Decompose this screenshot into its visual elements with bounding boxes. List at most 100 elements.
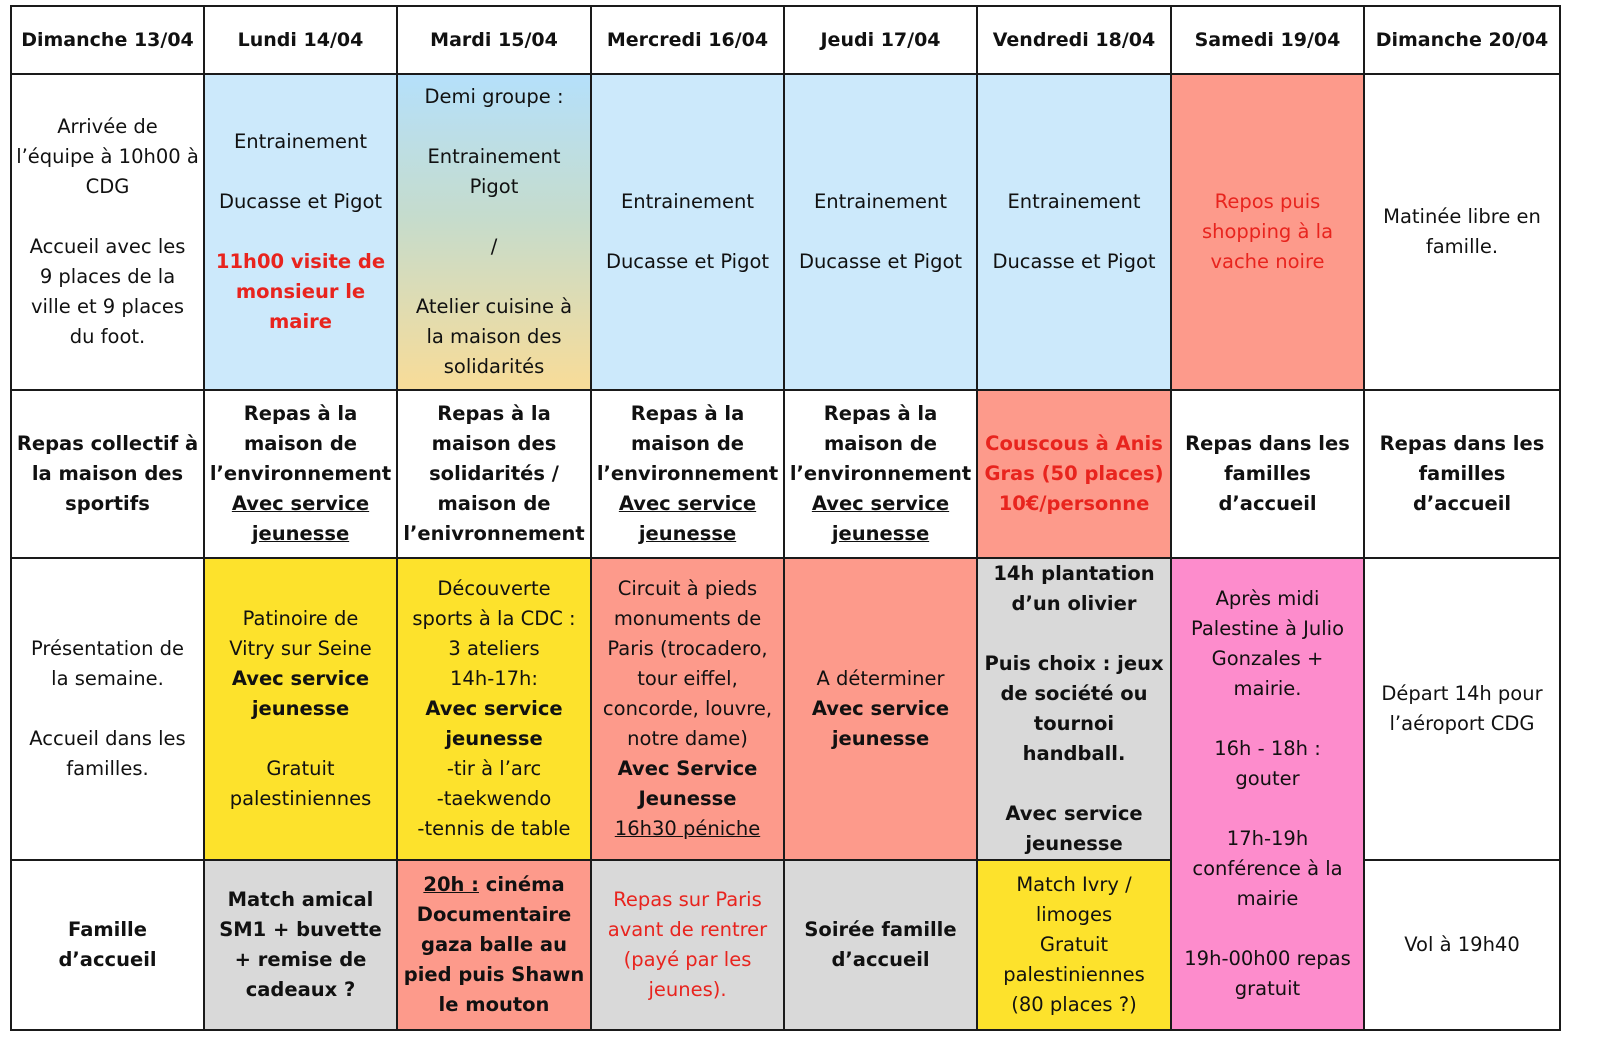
day-header: Lundi 14/04 — [203, 5, 398, 75]
cell-text-line: Couscous à Anis — [985, 432, 1163, 455]
cell-text-line: 3 ateliers — [448, 637, 540, 660]
cell-text-line: mairie — [1236, 887, 1299, 910]
cell-text-line: sportifs — [65, 492, 150, 515]
schedule-cell: Matinée libre en famille. — [1363, 73, 1561, 391]
cell-text-line: Puis choix : jeux — [984, 652, 1164, 675]
cell-text-line: Gras (50 places) — [984, 462, 1164, 485]
cell-text-line: la maison des — [31, 462, 184, 485]
cell-text-line: Après midi — [1215, 587, 1320, 610]
cell-text-line: CDG — [85, 175, 130, 198]
cell-text-line: familles d’accueil — [1218, 462, 1317, 515]
cell-text-line: Accueil avec les — [29, 235, 186, 258]
day-header: Mardi 15/04 — [396, 5, 592, 75]
schedule-cell: Arrivée de l’équipe à 10h00 à CDG Accueil a… — [10, 73, 205, 391]
schedule-cell: Entrainement Ducasse et Pigot — [783, 73, 978, 391]
cell-text-line: maison de — [630, 432, 745, 455]
schedule-cell: Après midi Palestine à Julio Gonzales + mai… — [1170, 557, 1365, 1031]
schedule-cell: Repas sur Paris avant de rentrer (payé par… — [590, 859, 785, 1031]
cell-text-line: Entrainement — [1007, 190, 1141, 213]
cell-text-line — [596, 217, 779, 247]
cell-text-line: -tennis de table — [417, 817, 571, 840]
cell-text-line: la semaine. — [51, 667, 164, 690]
day-header: Samedi 19/04 — [1170, 5, 1365, 75]
cell-text-line: Gonzales + — [1211, 647, 1324, 670]
cell-text-line: Ducasse et Pigot — [798, 250, 963, 273]
cell-text-line: l’environnement — [789, 462, 972, 485]
schedule-cell: Couscous à Anis Gras (50 places) 10€/perso… — [976, 389, 1172, 559]
schedule-cell: Découverte sports à la CDC : 3 ateliers 14h… — [396, 557, 592, 861]
cell-text-line: shopping à la — [1201, 220, 1334, 243]
schedule-cell: Demi groupe : Entrainement Pigot / Atelier c… — [396, 73, 592, 391]
cell-text-line: Entrainement — [233, 130, 368, 153]
cell-text-line: Jeunesse — [638, 787, 737, 810]
cell-text-line: Avec service — [811, 697, 950, 720]
cell-text-line: 10€/personne — [998, 492, 1150, 515]
cell-text-line: cadeaux ? — [245, 978, 356, 1001]
cell-text-line: monsieur le — [235, 280, 366, 303]
schedule-cell: Soirée famille d’accueil — [783, 859, 978, 1031]
cell-text-line: tournoi handball. — [1022, 712, 1126, 765]
cell-text-line: Avec service — [618, 492, 757, 515]
schedule-cell: Entrainement Ducasse et Pigot — [976, 73, 1172, 391]
schedule-cell: 20h : cinéma Documentaire gaza balle au pie… — [396, 859, 592, 1031]
cell-text-line: jeunesse — [831, 522, 930, 545]
schedule-cell: Repos puis shopping à la vache noire — [1170, 73, 1365, 391]
schedule-cell: Match amical SM1 + buvette + remise de cade… — [203, 859, 398, 1031]
cell-text-line: Repas dans les — [1379, 432, 1545, 455]
cell-text-line: maison de — [823, 432, 938, 455]
cell-text-line: concorde, louvre, — [602, 697, 773, 720]
schedule-cell: Repas dans les familles d’accueil — [1170, 389, 1365, 559]
cell-text-line: Match Ivry / — [1016, 873, 1132, 896]
cell-text-line: de société ou — [1000, 682, 1148, 705]
cell-text-line: du foot. — [69, 325, 146, 348]
schedule-body: Dimanche 13/04 Lundi 14/04 Mardi 15/04 Merc… — [10, 5, 1561, 1031]
cell-text-line: Demi groupe : — [424, 85, 564, 108]
cell-text-line: jeunesse — [445, 727, 543, 750]
schedule-cell: Patinoire de Vitry sur Seine Avec service j… — [203, 557, 398, 861]
evening-row: Famille d’accueil Match amical SM1 + buvet… — [10, 859, 1561, 1031]
cell-text-line: -taekwendo — [436, 787, 552, 810]
schedule-cell: Match Ivry / limoges Gratuit palestiniennes… — [976, 859, 1172, 1031]
schedule-cell: Repas à la maison de l’environnement Avec s… — [203, 389, 398, 559]
cell-text-line: gratuit — [1234, 977, 1301, 1000]
cell-text-line: Entrainement — [813, 190, 948, 213]
cell-text-line: sports à la CDC : — [412, 607, 576, 630]
cell-text-line: jeunesse — [831, 727, 930, 750]
cell-text-line: d’accueil — [831, 948, 930, 971]
cell-text-line: Pigot — [469, 175, 519, 198]
cell-text-line: Avec service — [811, 492, 950, 515]
cell-text-line: famille. — [1425, 235, 1499, 258]
cell-text-line: 16h - 18h : — [1214, 737, 1321, 760]
cell-text-line: maison de — [243, 432, 358, 455]
cell-text-line: familles. — [66, 757, 149, 780]
cell-text-line: pied puis Shawn — [403, 963, 585, 986]
cell-text-line: Avec service — [231, 492, 370, 515]
cell-text-line: + remise de — [234, 948, 367, 971]
cell-text-line: Repas dans les — [1185, 432, 1350, 455]
day-header: Mercredi 16/04 — [590, 5, 785, 75]
cell-text-line: jeunesse — [251, 522, 350, 545]
cell-text-line: (payé par les — [623, 948, 752, 971]
cell-text-line — [16, 694, 199, 724]
cell-text-line: 19h-00h00 repas — [1184, 947, 1351, 970]
schedule-cell: Famille d’accueil — [10, 859, 205, 1031]
cell-text-line: 20h : cinéma — [423, 873, 565, 896]
cell-text-line: solidarités — [443, 355, 545, 378]
cell-text-line: Repas collectif à — [16, 432, 199, 455]
schedule-cell: 14h plantation d’un olivier Puis choix : j… — [976, 557, 1172, 861]
cell-text-line: Repas à la — [437, 402, 551, 425]
schedule-cell: Présentation de la semaine. Accueil dans l… — [10, 557, 205, 861]
cell-text-line — [1176, 914, 1359, 944]
cell-text-line — [789, 217, 972, 247]
cell-text-line: jeunesse — [638, 522, 737, 545]
cell-text-line: l’équipe à 10h00 à — [16, 145, 199, 168]
day-header: Vendredi 18/04 — [976, 5, 1172, 75]
cell-text-line: Ducasse et Pigot — [218, 190, 383, 213]
cell-text-line: le mouton — [438, 993, 550, 1016]
cell-text-line — [982, 769, 1166, 799]
cell-text-line: jeunesse — [251, 697, 350, 720]
schedule-cell: Repas à la maison de l’environnement Avec s… — [590, 389, 785, 559]
cell-text-line: Match amical — [227, 888, 374, 911]
cell-text-line: SM1 + buvette — [219, 918, 382, 941]
